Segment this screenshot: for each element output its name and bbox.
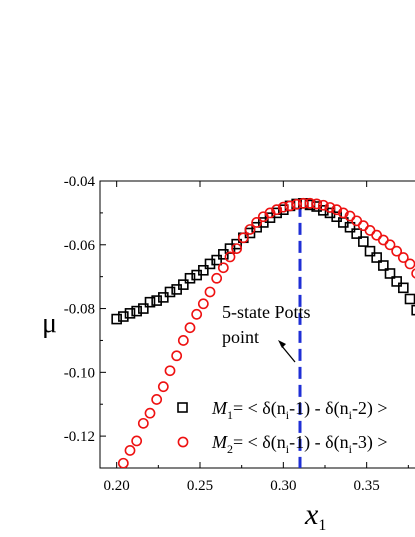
legend-entry-2: M2= < δ(ni-1) - δ(ni-3) > — [211, 432, 388, 456]
m1-point — [364, 245, 376, 257]
m2-point — [304, 197, 316, 209]
m2-point — [191, 308, 203, 320]
m1-point — [371, 252, 382, 263]
m2-point — [151, 394, 163, 405]
x-tick-label: 0.30 — [270, 478, 296, 494]
m2-point — [231, 243, 243, 255]
m2-point — [311, 198, 323, 210]
y-tick-label: -0.10 — [64, 365, 95, 381]
m2-point — [171, 350, 183, 362]
y-tick-label: -0.08 — [64, 302, 95, 318]
m2-point — [404, 258, 415, 270]
m2-point — [331, 204, 343, 216]
m2-point — [204, 286, 216, 298]
m2-point — [177, 335, 189, 346]
m1-point — [118, 311, 129, 322]
m1-point — [411, 304, 415, 316]
m1-point — [404, 293, 415, 305]
m1-point — [198, 264, 209, 276]
legend-marker-circle — [177, 436, 189, 448]
m2-point — [291, 198, 303, 210]
m1-point — [378, 260, 389, 271]
m2-point — [117, 457, 129, 468]
m1-point — [138, 303, 149, 314]
m2-point — [371, 229, 383, 241]
m2-point — [284, 200, 296, 212]
m1-point — [218, 249, 229, 260]
y-tick-label: -0.12 — [64, 429, 95, 445]
m1-point — [111, 313, 122, 325]
m1-point — [318, 205, 329, 216]
m2-point — [351, 215, 363, 227]
x-tick-label: 0.35 — [354, 478, 380, 494]
m2-point — [251, 217, 263, 228]
legend-entry-1: M1= < δ(ni-1) - δ(ni-2) > — [211, 398, 388, 422]
m2-point — [277, 201, 289, 213]
m2-point — [157, 381, 169, 393]
m1-point — [178, 279, 189, 290]
m2-point — [124, 445, 136, 456]
m2-point — [364, 225, 376, 236]
m2-point — [137, 417, 149, 429]
m1-point — [211, 254, 222, 266]
x-axis-title: x1 — [304, 498, 326, 534]
m2-point — [377, 234, 389, 246]
annotation-arrow — [278, 340, 296, 363]
m2-point — [244, 224, 256, 235]
m1-point — [151, 295, 162, 306]
m2-point — [224, 251, 236, 263]
m2-point — [144, 407, 156, 419]
m1-point — [351, 228, 362, 239]
m1-point — [384, 268, 396, 279]
x-axis-ticks: 0.20 0.25 0.30 0.35 — [104, 181, 409, 494]
m1-point — [398, 282, 409, 294]
y-axis-title: μ — [42, 308, 57, 339]
m1-point — [231, 238, 242, 250]
m1-point — [358, 236, 369, 247]
legend: M1= < δ(ni-1) - δ(ni-2) > M2= < δ(ni-1) … — [177, 398, 388, 456]
m2-point — [317, 199, 329, 211]
m2-point — [384, 239, 396, 251]
m2-point — [237, 232, 249, 244]
m1-point — [344, 221, 356, 233]
m2-point — [397, 252, 409, 263]
plot-frame — [99, 180, 415, 469]
x-tick-label: 0.20 — [104, 478, 130, 494]
m1-point — [131, 305, 142, 317]
m1-point — [184, 272, 196, 284]
series-m2 — [117, 197, 415, 468]
m2-point — [164, 365, 176, 377]
x-tick-label: 0.25 — [187, 478, 213, 494]
m1-point — [164, 286, 176, 298]
m1-point — [158, 292, 169, 303]
m2-point — [211, 272, 223, 284]
m2-point — [324, 202, 336, 213]
m1-point — [144, 296, 156, 308]
m2-point — [197, 298, 209, 310]
m2-point — [184, 322, 196, 334]
m2-point — [264, 207, 276, 219]
m2-point — [271, 204, 283, 216]
m2-point — [131, 435, 143, 447]
m2-point — [297, 197, 309, 209]
legend-marker-square — [177, 402, 188, 413]
y-tick-label: -0.04 — [64, 174, 96, 190]
m1-point — [271, 207, 282, 219]
annotation-line1: 5-state Potts — [222, 302, 311, 322]
m2-point — [337, 207, 349, 219]
m1-point — [391, 276, 402, 287]
y-axis-ticks: -0.04 -0.06 -0.08 -0.10 -0.12 — [64, 174, 106, 445]
m2-point — [217, 262, 229, 274]
annotation-line2: point — [222, 327, 259, 347]
m2-point — [411, 268, 415, 279]
m2-point — [391, 245, 403, 257]
y-tick-label: -0.06 — [64, 238, 96, 254]
m2-point — [357, 220, 369, 232]
m1-point — [124, 308, 136, 319]
